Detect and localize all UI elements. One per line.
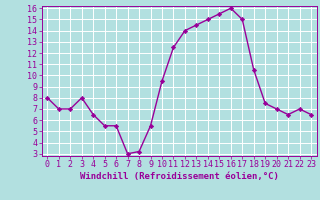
X-axis label: Windchill (Refroidissement éolien,°C): Windchill (Refroidissement éolien,°C) bbox=[80, 172, 279, 181]
